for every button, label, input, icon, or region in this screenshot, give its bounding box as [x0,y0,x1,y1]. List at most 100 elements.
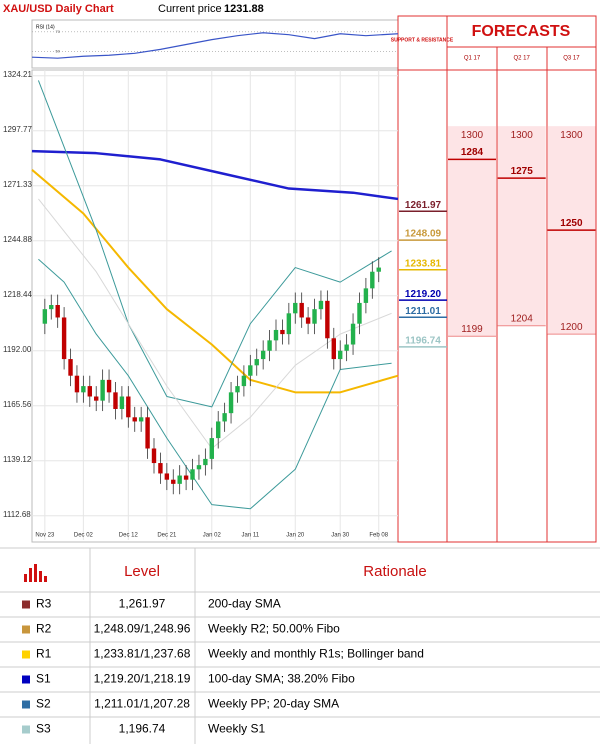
level-value: 1,211.01/1,207.28 [94,697,190,711]
candle-body [338,350,343,360]
candle-body [267,340,272,351]
level-rationale: Weekly R2; 50.00% Fibo [208,622,340,636]
level-code: R3 [36,597,52,611]
candle-body [363,288,369,303]
level-swatch [22,675,30,684]
level-rationale: Weekly and monthly R1s; Bollinger band [208,647,424,661]
candle-body [318,300,324,310]
x-tick-label: Jan 02 [203,533,222,539]
candle-body [138,417,144,422]
candle-body [145,417,150,449]
candle-body [164,473,170,480]
candle-body [286,313,292,335]
candle-body [203,458,208,466]
table-icon [24,564,47,582]
table-header: Rationale [363,563,426,580]
level-swatch [22,725,30,734]
y-tick-label: 70 [56,29,61,34]
candle-body [228,392,234,414]
candle-body [209,438,214,459]
forecast-max: 1300 [461,130,484,141]
icon-bar [44,576,47,582]
forecast-range [448,126,496,337]
forecast-avg: 1250 [560,218,583,229]
level-code: S2 [36,697,51,711]
candle-body [299,302,304,318]
x-tick-label: Nov 23 [35,533,55,539]
level-value: 1,219.20/1,218.19 [94,672,191,686]
candle-body [344,344,349,351]
x-tick-label: Jan 20 [286,533,305,539]
candle-body [132,417,137,422]
forecast-min: 1199 [461,324,483,335]
level-label: 1248.09 [405,229,442,240]
forecast-max: 1300 [560,130,583,141]
indicator-line [31,149,399,201]
x-tick-label: Dec 02 [74,533,94,539]
y-tick-label: 1112.68 [3,510,31,519]
rsi-line [31,32,399,59]
candle-body [370,271,375,289]
level-label: 1211.01 [405,306,441,317]
candle-body [235,386,240,393]
forecast-avg: 1284 [461,147,484,158]
y-tick-label: 1244.88 [3,235,32,244]
y-tick-label: 1297.77 [3,125,32,134]
candle-body [42,309,48,324]
y-tick-label: 1165.56 [3,400,32,409]
candle-body [357,302,362,324]
candle-body [216,421,221,439]
x-tick-label: Feb 08 [369,533,388,539]
level-rationale: Weekly PP; 20-day SMA [208,697,339,711]
candle-body [331,338,336,360]
level-swatch [22,625,30,634]
candle-body [305,317,311,324]
candle-body [61,317,67,360]
candle-body [100,379,105,401]
level-rationale: Weekly S1 [208,722,265,736]
candle-body [260,350,266,360]
candle-body [183,475,189,480]
candle-body [241,375,247,387]
rsi-title: RSI (14) [36,24,55,30]
candle-body [68,359,73,376]
candle-body [293,302,298,314]
level-swatch [22,700,30,709]
candle-body [248,365,253,376]
level-label: 1233.81 [405,258,442,269]
indicator-line [31,169,399,394]
indicator-line [37,80,392,408]
price-label: Current price [158,3,222,15]
candle-body [171,479,176,484]
x-tick-label: Jan 11 [242,533,260,539]
y-tick-label: 1271.33 [3,180,32,189]
level-value: 1,248.09/1,248.96 [94,622,191,636]
forecast-avg: 1275 [511,166,534,177]
chart-title: XAU/USD Daily Chart [3,3,114,15]
candle-body [325,300,330,339]
level-rationale: 100-day SMA; 38.20% Fibo [208,672,355,686]
candle-body [119,396,125,409]
candle-body [177,475,182,484]
level-value: 1,196.74 [119,722,166,736]
forecast-max: 1300 [511,130,534,141]
candle-body [113,392,118,409]
candle-body [158,463,163,474]
sr-title: SUPPORT & RESISTANCE [391,37,454,43]
level-code: R1 [36,647,52,661]
forecast-range [497,126,546,326]
icon-bar [34,564,37,582]
x-tick-label: Dec 21 [157,533,177,539]
level-value: 1,261.97 [119,597,166,611]
forecast-min: 1200 [560,322,583,333]
candle-body [94,396,99,401]
icon-bar [39,571,42,582]
icon-bar [29,568,32,582]
candle-body [350,323,356,345]
candle-body [74,375,80,393]
candle-body [190,469,195,480]
y-tick-label: 1139.12 [3,455,32,464]
quarter-label: Q2 17 [514,56,531,62]
candle-body [196,465,202,470]
